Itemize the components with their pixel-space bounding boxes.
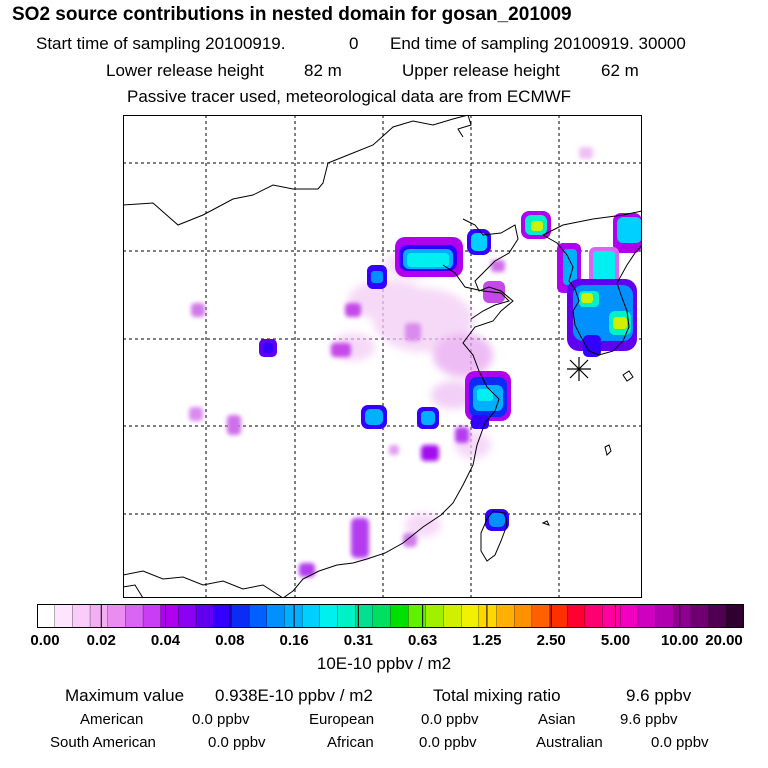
coastlines-and-borders [123, 115, 642, 598]
region-name-american: American [80, 711, 144, 728]
colorbar-cell [673, 604, 692, 628]
colorbar-tick-label: 0.00 [30, 632, 60, 649]
colorbar [37, 604, 744, 628]
max-value: 0.938E-10 ppbv / m2 [215, 686, 373, 705]
colorbar-cell [266, 604, 286, 628]
region-value-asian: 9.6 ppbv [620, 711, 678, 728]
colorbar-tick-label: 10.00 [660, 632, 699, 649]
region-name-asian: Asian [538, 711, 576, 728]
region-name-south-american: South American [50, 734, 156, 751]
colorbar-tick-label: 0.02 [86, 632, 116, 649]
colorbar-cell [390, 604, 409, 628]
start-time-value: 0 [349, 34, 359, 53]
source-contribution-map [123, 115, 642, 598]
colorbar-cell [549, 604, 569, 628]
colorbar-cell [655, 604, 675, 628]
region-value-australian: 0.0 ppbv [651, 734, 709, 751]
lower-height-label: Lower release height [106, 61, 264, 80]
colorbar-cell [301, 604, 321, 628]
colorbar-cell [337, 604, 356, 628]
receptor-site-gosan [567, 357, 591, 381]
colorbar-cell [37, 604, 56, 628]
colorbar-cell [178, 604, 197, 628]
colorbar-cell [690, 604, 710, 628]
region-name-australian: Australian [536, 734, 603, 751]
colorbar-cell [637, 604, 657, 628]
colorbar-cell [531, 604, 551, 628]
colorbar-tick-label: 0.04 [150, 632, 181, 649]
colorbar-cell [602, 604, 622, 628]
colorbar-cell [372, 604, 392, 628]
colorbar-cell [620, 604, 639, 628]
colorbar-cell [125, 604, 144, 628]
map-title: SO2 source contributions in nested domai… [12, 4, 572, 25]
colorbar-cell [160, 604, 180, 628]
region-name-european: European [309, 711, 375, 728]
start-time-label: Start time of sampling 20100919. [36, 34, 286, 53]
colorbar-tick-label: 0.31 [343, 632, 373, 649]
colorbar-cell [89, 604, 109, 628]
total-mixing-value: 9.6 ppbv [626, 686, 692, 705]
plume-korea [521, 211, 642, 357]
end-time-label: End time of sampling 20100919. 30000 [390, 34, 686, 53]
colorbar-cell [584, 604, 604, 628]
colorbar-tick-label: 5.00 [600, 632, 631, 649]
colorbar-cell [72, 604, 91, 628]
colorbar-tick-label: 1.25 [472, 632, 502, 649]
colorbar-cell [195, 604, 215, 628]
colorbar-cell [54, 604, 74, 628]
colorbar-cell [443, 604, 462, 628]
plume-taiwan [485, 509, 509, 531]
isolated-source-spots [189, 147, 593, 577]
colorbar-cell [319, 604, 339, 628]
colorbar-tick-label: 0.16 [279, 632, 309, 649]
colorbar-tick-label: 0.08 [215, 632, 245, 649]
colorbar-units: 10E-10 ppbv / m2 [316, 654, 452, 673]
upper-height-value: 62 m [601, 61, 639, 80]
colorbar-cell [213, 604, 233, 628]
colorbar-cell [478, 604, 498, 628]
total-mixing-label: Total mixing ratio [433, 686, 561, 705]
colorbar-cell [567, 604, 586, 628]
colorbar-cell [231, 604, 250, 628]
region-value-african: 0.0 ppbv [419, 734, 477, 751]
colorbar-tick-label: 2.50 [536, 632, 566, 649]
colorbar-cell [142, 604, 162, 628]
colorbar-cell [107, 604, 127, 628]
region-name-african: African [327, 734, 374, 751]
region-value-american: 0.0 ppbv [192, 711, 250, 728]
colorbar-cell [248, 604, 268, 628]
colorbar-tick-label: 0.63 [408, 632, 438, 649]
lower-height-value: 82 m [304, 61, 342, 80]
region-value-south-american: 0.0 ppbv [208, 734, 266, 751]
colorbar-cell [496, 604, 515, 628]
colorbar-cell [408, 604, 427, 628]
colorbar-cell [425, 604, 445, 628]
colorbar-cell [461, 604, 480, 628]
colorbar-cell [708, 604, 728, 628]
colorbar-cell [514, 604, 533, 628]
colorbar-tick-label: 20.00 [705, 632, 743, 649]
plume-shanghai [465, 371, 511, 429]
max-value-label: Maximum value [65, 686, 185, 705]
region-value-european: 0.0 ppbv [421, 711, 479, 728]
colorbar-cell [726, 604, 744, 628]
upper-height-label: Upper release height [402, 61, 560, 80]
tracer-note: Passive tracer used, meteorological data… [127, 87, 572, 106]
plume-beijing-tianjin [259, 229, 505, 429]
lat-lon-grid [123, 115, 642, 598]
